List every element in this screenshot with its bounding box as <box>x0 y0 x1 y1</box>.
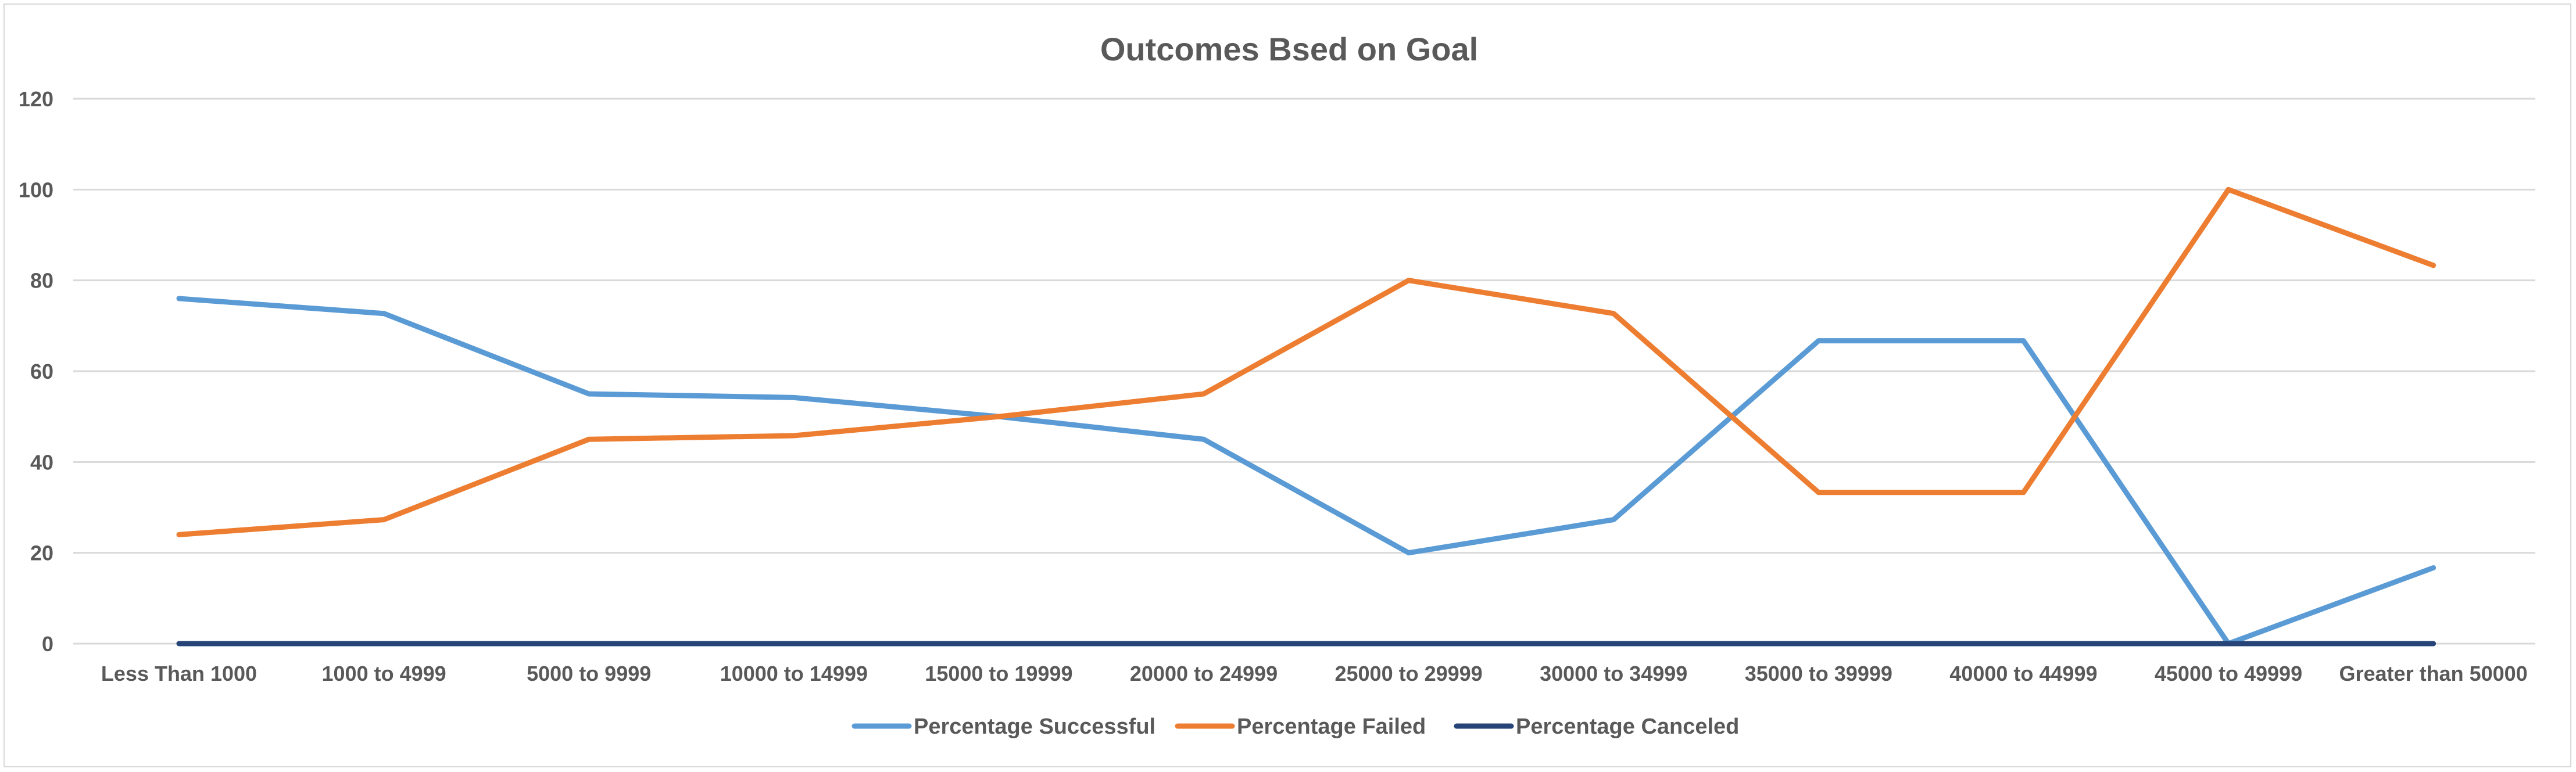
series-percentage-canceled <box>176 641 2437 647</box>
chart-frame: Outcomes Bsed on Goal 0 20 40 60 80 100 120 Le… <box>3 3 2571 767</box>
x-tick-label: Greater than 50000 <box>2339 662 2528 685</box>
series-line <box>176 296 2437 647</box>
y-tick-label: 20 <box>30 541 53 565</box>
x-tick-label: 35000 to 39999 <box>1745 662 1892 685</box>
y-tick-label: 100 <box>19 178 53 202</box>
x-tick-label: Less Than 1000 <box>101 662 257 685</box>
x-tick-label: 10000 to 14999 <box>720 662 868 685</box>
y-tick-label: 60 <box>30 360 53 383</box>
y-tick-label: 40 <box>30 450 53 474</box>
x-tick-label: 30000 to 34999 <box>1540 662 1687 685</box>
series-lines <box>176 186 2437 647</box>
x-tick-label: 1000 to 4999 <box>322 662 446 685</box>
series-line <box>176 186 2437 537</box>
x-tick-label: 45000 to 49999 <box>2155 662 2302 685</box>
legend-item: Percentage Canceled <box>1454 714 1739 739</box>
y-tick-label: 0 <box>42 632 53 656</box>
legend: Percentage Successful Percentage Failed Pe… <box>851 714 1739 739</box>
x-tick-label: 15000 to 19999 <box>925 662 1072 685</box>
legend-item: Percentage Failed <box>1175 714 1426 739</box>
legend-label: Percentage Canceled <box>1516 714 1739 739</box>
legend-item: Percentage Successful <box>851 714 1155 739</box>
legend-label: Percentage Successful <box>914 714 1155 739</box>
series-percentage-failed <box>176 186 2437 537</box>
x-tick-label: 40000 to 44999 <box>1949 662 2097 685</box>
series-percentage-successful <box>176 296 2437 647</box>
x-tick-label: 5000 to 9999 <box>527 662 651 685</box>
chart-title: Outcomes Bsed on Goal <box>1100 31 1478 67</box>
y-tick-label: 120 <box>19 87 53 111</box>
line-chart: Outcomes Bsed on Goal 0 20 40 60 80 100 120 Le… <box>19 31 2535 739</box>
gridlines <box>73 98 2535 645</box>
x-tick-label: 25000 to 29999 <box>1334 662 1482 685</box>
x-tick-label: 20000 to 24999 <box>1130 662 1278 685</box>
legend-label: Percentage Failed <box>1237 714 1426 739</box>
y-axis-tick-labels: 0 20 40 60 80 100 120 <box>19 87 53 656</box>
y-tick-label: 80 <box>30 269 53 293</box>
x-axis-tick-labels: Less Than 1000 1000 to 4999 5000 to 9999 10… <box>101 662 2528 685</box>
